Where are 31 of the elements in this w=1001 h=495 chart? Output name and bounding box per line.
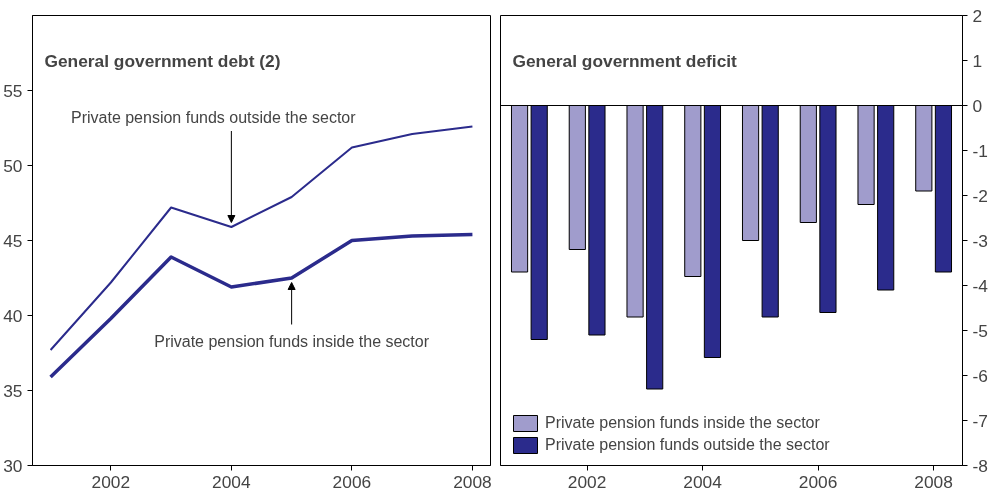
y-tick-label: -3 xyxy=(972,230,988,251)
y-tick-label: 55 xyxy=(3,80,23,101)
y-tick-label: -6 xyxy=(972,365,988,386)
y-tick-label: 1 xyxy=(972,50,983,71)
y-tick-label: 35 xyxy=(3,380,23,401)
y-tick-label: 30 xyxy=(3,455,23,476)
text: General government deficit xyxy=(512,50,738,71)
x-tick-label: 2004 xyxy=(212,471,252,492)
text: General government debt (2) xyxy=(44,50,281,71)
y-tick-label: 40 xyxy=(3,305,23,326)
x-tick-label: 2006 xyxy=(798,471,838,492)
y-tick-label: 50 xyxy=(3,155,23,176)
legend-label: Private pension funds outside the sector xyxy=(545,436,830,454)
x-tick-label: 2004 xyxy=(683,471,723,492)
x-tick-label: 2002 xyxy=(91,471,131,492)
annotation: Private pension funds inside the sector xyxy=(154,332,430,350)
x-tick-label: 2008 xyxy=(914,471,953,492)
y-tick-label: -2 xyxy=(972,185,988,206)
y-tick-label: 0 xyxy=(972,95,983,116)
y-tick-label: -4 xyxy=(972,275,989,296)
y-tick-label: -5 xyxy=(972,320,988,341)
x-tick-label: 2006 xyxy=(332,471,372,492)
y-tick-label: -7 xyxy=(972,410,988,431)
x-tick-label: 2008 xyxy=(453,471,492,492)
y-tick-label: -8 xyxy=(972,455,988,476)
x-tick-label: 2002 xyxy=(567,471,607,492)
y-tick-label: -1 xyxy=(972,140,988,161)
annotation: Private pension funds outside the sector xyxy=(70,109,357,126)
y-tick-label: 45 xyxy=(3,230,23,251)
y-tick-label: 2 xyxy=(972,5,983,26)
legend-label: Private pension funds inside the sector xyxy=(545,414,820,432)
